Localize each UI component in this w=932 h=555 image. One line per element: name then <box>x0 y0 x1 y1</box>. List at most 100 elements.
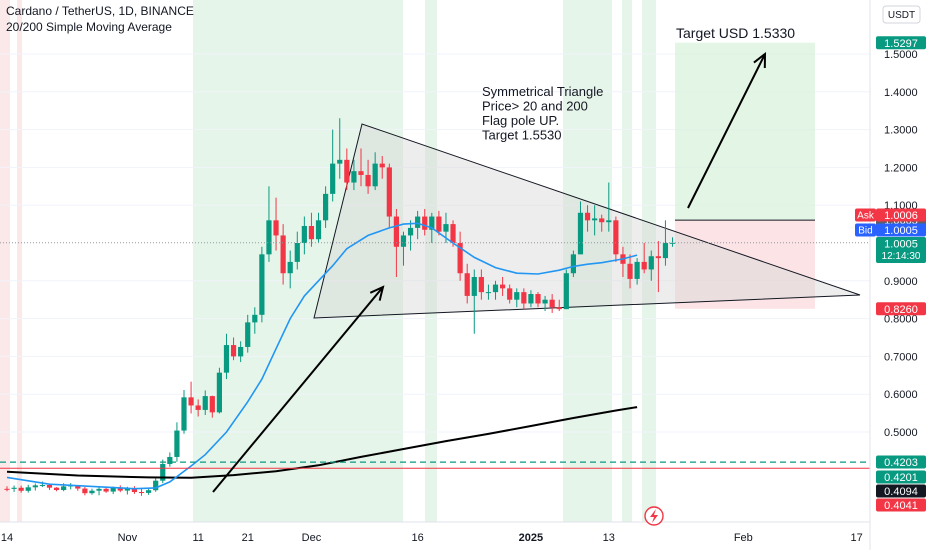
candle[interactable] <box>96 486 102 496</box>
candle[interactable] <box>181 390 187 434</box>
candle[interactable] <box>528 290 534 308</box>
candle[interactable] <box>308 212 315 247</box>
candle[interactable] <box>259 246 265 323</box>
candle[interactable] <box>485 284 492 300</box>
candle[interactable] <box>280 224 286 285</box>
candle[interactable] <box>230 337 237 361</box>
candle[interactable] <box>478 269 484 300</box>
candle[interactable] <box>53 487 60 492</box>
candle[interactable] <box>584 205 591 232</box>
session-band <box>425 0 437 522</box>
stop-zone[interactable] <box>675 220 815 309</box>
candle[interactable] <box>492 280 499 300</box>
candle[interactable] <box>507 284 513 304</box>
candle[interactable] <box>400 231 407 266</box>
candle[interactable] <box>422 208 428 236</box>
candle[interactable] <box>202 390 208 415</box>
candle[interactable] <box>613 216 619 262</box>
candle[interactable] <box>563 269 569 310</box>
candle[interactable] <box>68 483 74 490</box>
candle[interactable] <box>351 159 357 191</box>
candle[interactable] <box>266 186 272 262</box>
candle[interactable] <box>252 307 258 334</box>
candle[interactable] <box>18 485 24 493</box>
candle[interactable] <box>287 250 293 289</box>
candle[interactable] <box>32 483 38 491</box>
candle[interactable] <box>662 220 669 266</box>
candle[interactable] <box>294 231 300 270</box>
target-note: Target USD 1.5330 <box>676 25 795 41</box>
candle[interactable] <box>407 220 414 251</box>
currency-button[interactable] <box>882 5 921 24</box>
candle[interactable] <box>153 477 159 492</box>
candle[interactable] <box>131 486 138 494</box>
candle[interactable] <box>358 148 364 187</box>
candle[interactable] <box>323 186 329 228</box>
x-tick-label: 14 <box>1 532 13 544</box>
candle[interactable] <box>138 489 145 496</box>
candle[interactable] <box>599 214 605 232</box>
candle-body <box>266 220 272 255</box>
candle[interactable] <box>655 241 661 293</box>
candle[interactable] <box>379 156 385 179</box>
candle[interactable] <box>195 399 201 417</box>
candle[interactable] <box>606 182 612 232</box>
candle[interactable] <box>556 299 562 312</box>
candle[interactable] <box>160 459 166 484</box>
candle[interactable] <box>372 152 378 191</box>
candle[interactable] <box>464 263 470 304</box>
candle[interactable] <box>521 288 527 310</box>
candle[interactable] <box>457 231 463 281</box>
candle[interactable] <box>117 485 123 493</box>
candle[interactable] <box>82 486 88 496</box>
candle[interactable] <box>216 367 222 414</box>
candle[interactable] <box>592 205 598 236</box>
candle[interactable] <box>344 148 350 191</box>
candle[interactable] <box>337 118 343 179</box>
candle[interactable] <box>315 212 322 243</box>
x-tick-label: 2025 <box>519 532 543 544</box>
candle[interactable] <box>46 484 53 490</box>
candle[interactable] <box>245 314 251 353</box>
up-arrow-left[interactable] <box>212 285 385 493</box>
candle[interactable] <box>146 488 152 495</box>
candle[interactable] <box>4 486 10 492</box>
candle-body <box>273 220 279 236</box>
candle[interactable] <box>330 129 336 202</box>
candle[interactable] <box>415 210 421 240</box>
candle-body <box>485 292 492 294</box>
candle[interactable] <box>570 250 576 278</box>
up-arrow-target[interactable] <box>687 51 767 209</box>
candle[interactable] <box>627 254 633 289</box>
symmetrical-triangle-drawing[interactable] <box>313 123 861 319</box>
candle[interactable] <box>188 381 194 414</box>
candle[interactable] <box>11 485 17 492</box>
candle[interactable] <box>223 333 230 380</box>
candle[interactable] <box>167 452 173 467</box>
candle[interactable] <box>500 277 506 296</box>
candle[interactable] <box>577 201 584 255</box>
candle[interactable] <box>174 422 180 462</box>
candle[interactable] <box>471 269 477 334</box>
price-tag-bg <box>876 455 926 469</box>
candle[interactable] <box>549 294 555 313</box>
tradingview-flash-icon[interactable] <box>644 506 664 526</box>
candle[interactable] <box>238 341 244 363</box>
candle[interactable] <box>535 292 541 308</box>
candle[interactable] <box>648 250 654 281</box>
candle[interactable] <box>542 295 548 312</box>
candle[interactable] <box>365 159 371 194</box>
candle[interactable] <box>436 210 442 236</box>
candle[interactable] <box>514 288 520 308</box>
candle[interactable] <box>641 243 647 274</box>
candle[interactable] <box>386 163 392 228</box>
candle[interactable] <box>301 216 307 255</box>
candle[interactable] <box>634 258 640 285</box>
candle[interactable] <box>209 395 215 418</box>
candle[interactable] <box>25 484 31 493</box>
candle[interactable] <box>89 488 95 495</box>
target-zone[interactable] <box>675 42 815 221</box>
candle-body <box>641 261 647 270</box>
candle[interactable] <box>273 197 279 251</box>
